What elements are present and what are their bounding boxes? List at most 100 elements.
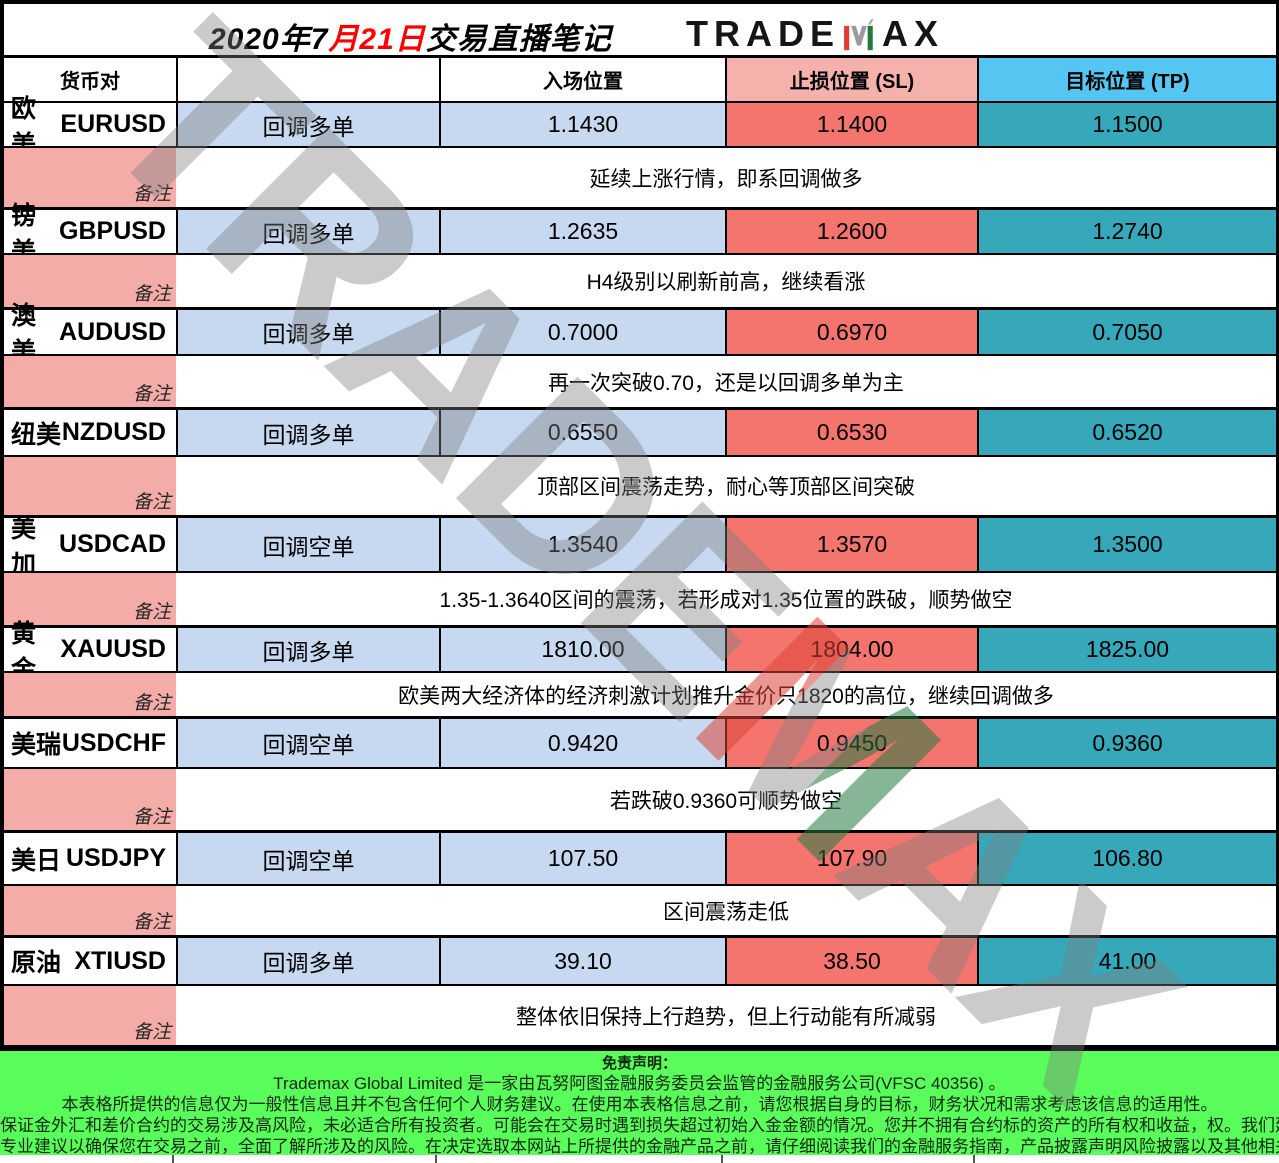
note-label: 备注 — [132, 693, 171, 714]
logo-text-suffix: AX — [882, 13, 945, 54]
entry-cell: 1810.00 — [439, 628, 725, 671]
pair-code: EURUSD — [60, 110, 166, 138]
pair-code: XAUUSD — [60, 635, 166, 663]
header-entry: 入场位置 — [439, 58, 725, 101]
entry-cell: 107.50 — [439, 833, 725, 884]
title-date-red: 月21日 — [328, 23, 426, 56]
strategy-cell: 回调多单 — [176, 103, 439, 146]
pair-name-cn: 黄金 — [11, 619, 37, 684]
note-label: 备注 — [132, 602, 171, 623]
strategy-cell: 回调多单 — [176, 628, 439, 671]
note-label: 备注 — [132, 492, 171, 513]
note-row: 备注 1.35-1.3640区间的震荡，若形成对1.35位置的跌破，顺势做空 — [4, 573, 1276, 628]
table-row: 原油 XTIUSD 回调多单 39.10 38.50 41.00 — [4, 938, 1276, 986]
entry-cell: 1.1430 — [439, 103, 725, 146]
note-label: 备注 — [132, 807, 171, 828]
pair-code: NZDUSD — [61, 418, 166, 446]
entry-cell: 1.3540 — [439, 518, 725, 571]
strategy-cell: 回调空单 — [176, 518, 439, 571]
note-row: 备注 欧美两大经济体的经济刺激计划推升金价只1820的高位，继续回调做多 — [4, 673, 1276, 719]
table-row: 纽美 NZDUSD 回调多单 0.6550 0.6530 0.6520 — [4, 410, 1276, 457]
note-row: 备注 顶部区间震荡走势，耐心等顶部区间突破 — [4, 457, 1276, 518]
take-profit-cell: 0.9360 — [977, 719, 1276, 767]
note-text: 区间震荡走低 — [176, 886, 1276, 935]
table-row: 镑美 GBPUSD 回调多单 1.2635 1.2600 1.2740 — [4, 202, 1276, 266]
stop-loss-cell: 107.90 — [725, 833, 977, 884]
take-profit-cell: 1.3500 — [977, 518, 1276, 571]
title-date-part1: 2020年7 — [209, 23, 329, 56]
note-text: 若跌破0.9360可顺势做空 — [176, 769, 1276, 830]
note-label-cell: 备注 — [4, 886, 176, 935]
entry-cell: 0.6550 — [439, 410, 725, 455]
note-label-cell: 备注 — [4, 986, 176, 1045]
stop-loss-cell: 1.3570 — [725, 518, 977, 571]
note-label-cell: 备注 — [4, 457, 176, 515]
trademax-logo: TRADE AX — [686, 13, 944, 55]
table-row: 美加 USDCAD 回调空单 1.3540 1.3570 1.3500 — [4, 515, 1276, 579]
note-row: 备注 整体依旧保持上行趋势，但上行动能有所减弱 — [4, 986, 1276, 1048]
bottom-row-cell — [172, 1155, 435, 1163]
pair-cell: 镑美 GBPUSD — [4, 202, 176, 266]
disclaimer-heading: 免责声明： — [601, 1055, 677, 1072]
strategy-cell: 回调多单 — [176, 210, 439, 253]
take-profit-cell: 1.1500 — [977, 103, 1276, 146]
pair-name-cn: 美日 — [11, 846, 62, 875]
note-text: 再一次突破0.70，还是以回调多单为主 — [176, 356, 1276, 407]
disclaimer-footer: 免责声明： Trademax Global Limited 是一家由瓦努阿图金融… — [0, 1048, 1279, 1155]
logo-text-prefix: TRADE — [686, 13, 840, 54]
disclaimer-line: 本表格所提供的信息仅为一般性信息且并不包含任何个人财务建议。在使用本表格信息之前… — [61, 1095, 1218, 1114]
pair-code: GBPUSD — [59, 217, 166, 245]
pair-code: USDCAD — [59, 530, 166, 558]
take-profit-cell: 0.6520 — [977, 410, 1276, 455]
header-strategy — [176, 58, 439, 101]
trading-table-sheet: 2020年7月21日交易直播笔记 TRADE AX 货币对 入场位置 止损位置 … — [0, 0, 1279, 1048]
stop-loss-cell: 0.9450 — [725, 719, 977, 767]
take-profit-cell: 106.80 — [977, 833, 1276, 884]
take-profit-cell: 41.00 — [977, 938, 1276, 984]
note-label: 备注 — [132, 384, 171, 405]
pair-cell: 黄金 XAUUSD — [4, 620, 176, 684]
take-profit-cell: 1825.00 — [977, 628, 1276, 671]
table-row: 欧美 EURUSD 回调多单 1.1430 1.1400 1.1500 — [4, 95, 1276, 159]
bottom-partial-row — [0, 1155, 1279, 1163]
take-profit-cell: 1.2740 — [977, 210, 1276, 253]
stop-loss-cell: 1804.00 — [725, 628, 977, 671]
disclaimer-line: 专业建议以确保您在交易之前，全面了解所涉及的风险。在决定选取本网站上所提供的金融… — [0, 1137, 1279, 1155]
note-text: H4级别以刷新前高，继续看涨 — [176, 255, 1276, 307]
entry-cell: 0.7000 — [439, 310, 725, 354]
note-label-cell: 备注 — [4, 673, 176, 716]
bottom-row-cell — [435, 1155, 721, 1163]
note-text: 欧美两大经济体的经济刺激计划推升金价只1820的高位，继续回调做多 — [176, 673, 1276, 716]
pair-cell: 欧美 EURUSD — [4, 95, 176, 159]
pair-code: XTIUSD — [74, 946, 166, 975]
pair-code: USDJPY — [65, 844, 166, 872]
bottom-row-cell — [721, 1155, 973, 1163]
pair-cell: 美瑞 USDCHF — [4, 719, 176, 767]
entry-cell: 39.10 — [439, 938, 725, 984]
bottom-row-cell — [973, 1155, 1279, 1163]
strategy-cell: 回调空单 — [176, 719, 439, 767]
pair-cell: 澳美 AUDUSD — [4, 302, 176, 366]
header-pair: 货币对 — [4, 58, 176, 101]
note-row: 备注 若跌破0.9360可顺势做空 — [4, 769, 1276, 833]
pair-code: AUDUSD — [59, 317, 166, 346]
table-header-row: 货币对 入场位置 止损位置 (SL) 目标位置 (TP) — [4, 58, 1276, 103]
note-text: 1.35-1.3640区间的震荡，若形成对1.35位置的跌破，顺势做空 — [176, 573, 1276, 625]
pair-name-cn: 纽美 — [11, 420, 62, 449]
pair-name-cn: 美加 — [11, 514, 37, 579]
note-row: 备注 再一次突破0.70，还是以回调多单为主 — [4, 356, 1276, 410]
table-row: 美瑞 USDCHF 回调空单 0.9420 0.9450 0.9360 — [4, 719, 1276, 769]
table-row: 黄金 XAUUSD 回调多单 1810.00 1804.00 1825.00 — [4, 620, 1276, 684]
title-bar: 2020年7月21日交易直播笔记 TRADE AX — [4, 4, 1276, 58]
title-text: 交易直播笔记 — [425, 23, 612, 56]
note-label-cell: 备注 — [4, 356, 176, 407]
header-stop-loss: 止损位置 (SL) — [725, 58, 977, 101]
strategy-cell: 回调多单 — [176, 410, 439, 455]
stop-loss-cell: 1.1400 — [725, 103, 977, 146]
pair-name-cn: 澳美 — [11, 302, 37, 366]
header-take-profit: 目标位置 (TP) — [977, 58, 1276, 101]
note-text: 延续上涨行情，即系回调做多 — [176, 148, 1276, 207]
note-label-cell: 备注 — [4, 148, 176, 207]
note-label-cell: 备注 — [4, 769, 176, 830]
note-row: 备注 区间震荡走低 — [4, 886, 1276, 938]
